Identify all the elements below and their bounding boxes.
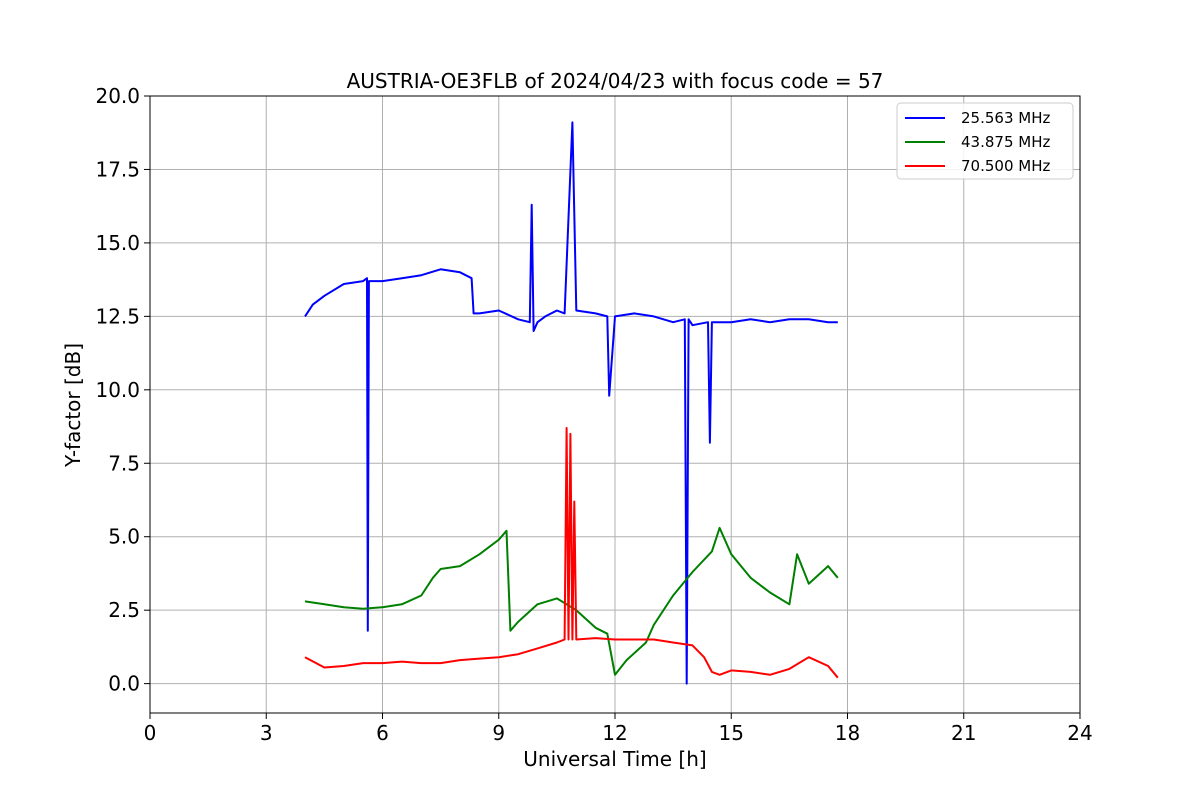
- x-tick-label: 6: [376, 721, 389, 745]
- y-tick-label: 2.5: [108, 598, 140, 622]
- y-ticks: 0.0 2.5 5.0 7.5 10.0 12.5 15.0 17.5 20.0: [95, 84, 150, 696]
- x-ticks: 0 3 6 9 12 15 18 21 24: [144, 713, 1093, 745]
- legend-label: 43.875 MHz: [961, 133, 1050, 151]
- x-tick-label: 15: [719, 721, 744, 745]
- x-tick-label: 21: [951, 721, 976, 745]
- y-tick-label: 0.0: [108, 672, 140, 696]
- series-line-1: [304, 526, 839, 676]
- legend-label: 70.500 MHz: [961, 157, 1050, 175]
- x-tick-label: 18: [835, 721, 860, 745]
- x-tick-label: 0: [144, 721, 157, 745]
- series-line-2: [304, 427, 839, 679]
- series-layer: [304, 121, 839, 685]
- y-axis-label: Y-factor [dB]: [61, 343, 85, 468]
- y-tick-label: 15.0: [95, 231, 140, 255]
- y-tick-label: 17.5: [95, 157, 140, 181]
- series-line-0: [304, 121, 838, 685]
- y-tick-label: 20.0: [95, 84, 140, 108]
- legend-box: [896, 102, 1074, 180]
- y-tick-label: 12.5: [95, 304, 140, 328]
- legend: 25.563 MHz 43.875 MHz 70.500 MHz: [896, 102, 1074, 180]
- x-axis-label: Universal Time [h]: [523, 747, 706, 771]
- legend-label: 25.563 MHz: [961, 109, 1050, 127]
- x-tick-label: 12: [602, 721, 627, 745]
- chart-title: AUSTRIA-OE3FLB of 2024/04/23 with focus …: [347, 69, 884, 93]
- x-tick-label: 24: [1067, 721, 1092, 745]
- y-tick-label: 5.0: [108, 525, 140, 549]
- x-tick-label: 3: [260, 721, 273, 745]
- y-tick-label: 10.0: [95, 378, 140, 402]
- y-tick-label: 7.5: [108, 451, 140, 475]
- x-tick-label: 9: [492, 721, 505, 745]
